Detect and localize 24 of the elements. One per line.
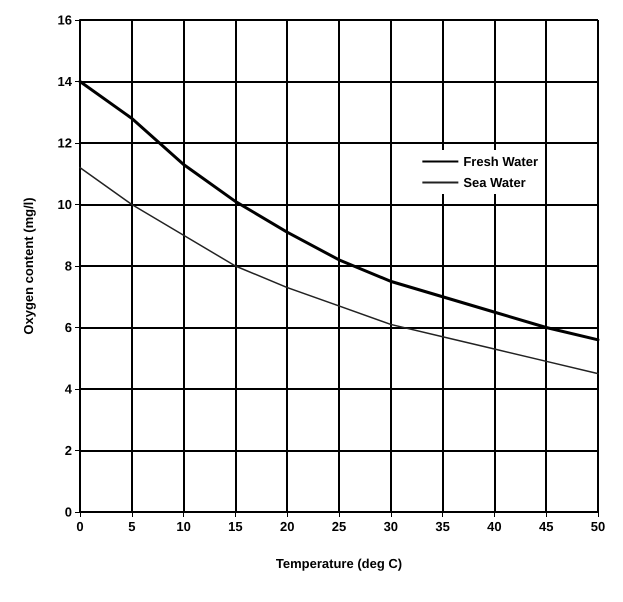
y-tick-label: 16 [58,12,72,28]
y-axis-title: Oxygen content (mg/l) [21,197,36,335]
y-tick-label: 4 [64,382,73,396]
y-tick-label: 14 [58,74,73,89]
x-tick-label: 15 [228,519,243,534]
x-tick-label: 45 [538,519,554,534]
x-tick-label: 40 [487,519,502,534]
legend-label: Sea Water [463,175,526,190]
x-tick-label: 10 [176,519,191,534]
x-tick-label: 50 [590,519,606,534]
x-tick-label: 0 [76,519,84,534]
y-tick-label: 12 [58,136,72,150]
x-tick-label: 5 [128,519,136,534]
x-tick-label: 20 [280,519,294,534]
y-tick-label: 0 [64,504,72,520]
y-tick-label: 6 [64,320,72,335]
y-tick-label: 10 [58,197,72,212]
y-tick-label: 8 [64,258,72,274]
x-tick-label: 30 [384,519,398,534]
x-tick-label: 35 [435,519,450,534]
x-tick-label: 25 [332,519,346,534]
y-tick-label: 2 [64,443,72,458]
legend-label: Fresh Water [463,154,538,169]
x-axis-title: Temperature (deg C) [276,556,402,571]
